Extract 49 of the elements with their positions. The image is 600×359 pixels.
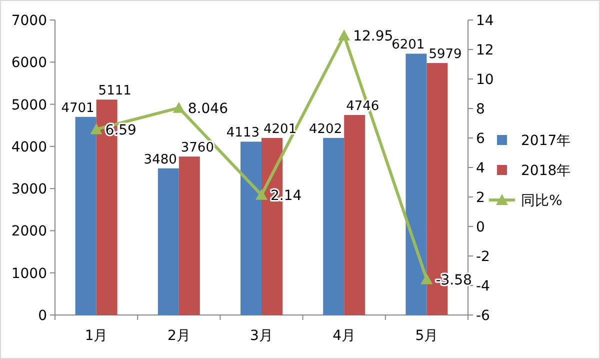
data-label: 3480 [144,152,177,168]
bar [406,54,427,315]
y2-tick-label: 0 [476,220,485,236]
point [90,123,102,134]
y2-tick-label: -4 [476,278,490,294]
x-tick-label: 3月 [250,328,273,344]
y-tick-label: 4000 [11,139,47,156]
y2-tick-label: 14 [476,13,494,29]
data-label: 12.95 [353,28,394,44]
y2-tick-label: -2 [476,249,490,265]
point [172,102,185,113]
data-label: 4202 [309,122,342,137]
bar [240,142,262,315]
bar [344,114,366,315]
point [420,273,433,284]
data-label: 4113 [226,126,260,141]
data-label: 5111 [98,84,132,99]
y-tick-label: 2000 [11,224,47,240]
y2-tick-label: -6 [476,308,490,324]
y-tick-label: 1000 [11,266,47,282]
bar [75,116,96,315]
y2-tick-label: 12 [476,42,494,58]
point [256,188,268,200]
data-label: 8.046 [188,100,228,117]
y2-tick-label: 4 [476,160,485,176]
y2-tick-label: 6 [476,131,485,147]
y2-tick-label: 8 [476,102,485,118]
y-tick-label: 0 [38,308,47,324]
legend-label: 2018年 [521,163,571,179]
data-label: 5979 [428,47,462,62]
x-tick-label: 1月 [84,328,108,344]
x-tick-label: 5月 [415,328,438,344]
y-tick-label: 7000 [11,13,47,29]
bar [158,168,179,315]
legend-label: 同比% [521,193,562,209]
data-label: 4701 [61,100,94,116]
y-tick-label: 6000 [11,55,47,72]
legend-label: 2017年 [521,133,571,149]
data-label: 6201 [392,38,425,53]
point [338,29,350,40]
y-tick-label: 5000 [11,97,47,114]
bar [323,138,344,315]
y2-tick-label: 2 [476,190,485,206]
x-tick-label: 2月 [167,328,190,344]
y-tick-label: 3000 [11,182,47,198]
x-tick-label: 4月 [332,328,356,344]
data-label: 3760 [180,140,214,156]
y2-tick-label: 10 [476,72,494,88]
bar [178,156,200,315]
